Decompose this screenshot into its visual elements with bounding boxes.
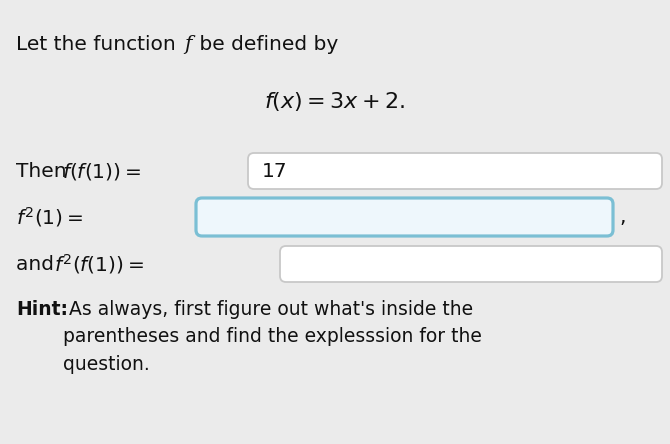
Text: ,: , [619, 207, 626, 226]
Text: Hint:: Hint: [16, 300, 68, 319]
Text: be defined by: be defined by [193, 35, 338, 54]
Text: $f(f(1)) = $: $f(f(1)) = $ [62, 160, 141, 182]
Text: $f^2(1) = $: $f^2(1) = $ [16, 205, 83, 229]
Text: $f^2(f(1)) = $: $f^2(f(1)) = $ [54, 252, 144, 276]
Text: and: and [16, 254, 60, 274]
Text: Let the function: Let the function [16, 35, 182, 54]
Text: As always, first figure out what's inside the
parentheses and find the explesssi: As always, first figure out what's insid… [63, 300, 482, 373]
Text: .: . [668, 254, 670, 274]
Text: 17: 17 [262, 162, 287, 181]
Text: f: f [184, 35, 192, 54]
FancyBboxPatch shape [248, 153, 662, 189]
Text: $f(x) = 3x + 2.$: $f(x) = 3x + 2.$ [265, 90, 405, 113]
FancyBboxPatch shape [280, 246, 662, 282]
Text: Then: Then [16, 162, 73, 181]
FancyBboxPatch shape [196, 198, 613, 236]
